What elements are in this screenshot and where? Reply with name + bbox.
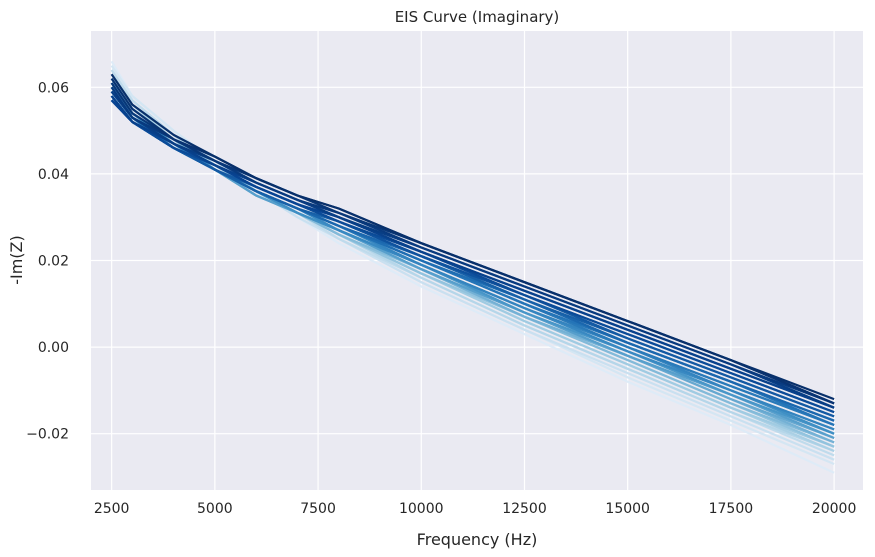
x-tick-label: 17500 [709, 501, 754, 517]
x-tick-label: 12500 [502, 501, 547, 517]
series-line [110, 73, 835, 401]
y-tick-label: 0.00 [38, 340, 69, 356]
x-tick-label: 2500 [94, 501, 130, 517]
y-axis-label: -Im(Z) [7, 235, 26, 285]
x-tick-labels: 2500 5000 7500 10000 12500 15000 17500 20000 [94, 501, 857, 517]
y-tick-labels: −0.02 0.00 0.02 0.04 0.06 [26, 80, 69, 442]
x-tick-label: 10000 [399, 501, 444, 517]
x-tick-label: 7500 [300, 501, 336, 517]
y-gridlines [91, 86, 863, 435]
y-tick-label: 0.04 [38, 167, 69, 183]
x-tick-label: 15000 [605, 501, 650, 517]
series-lines [110, 60, 835, 474]
y-tick-label: 0.06 [38, 80, 69, 96]
x-tick-label: 20000 [812, 501, 857, 517]
x-axis-label: Frequency (Hz) [417, 530, 538, 549]
y-tick-label: 0.02 [38, 254, 69, 270]
x-gridlines [111, 31, 835, 490]
chart-title: EIS Curve (Imaginary) [395, 8, 560, 26]
y-tick-label: −0.02 [26, 427, 69, 443]
series-line [110, 99, 835, 414]
x-tick-label: 5000 [197, 501, 233, 517]
